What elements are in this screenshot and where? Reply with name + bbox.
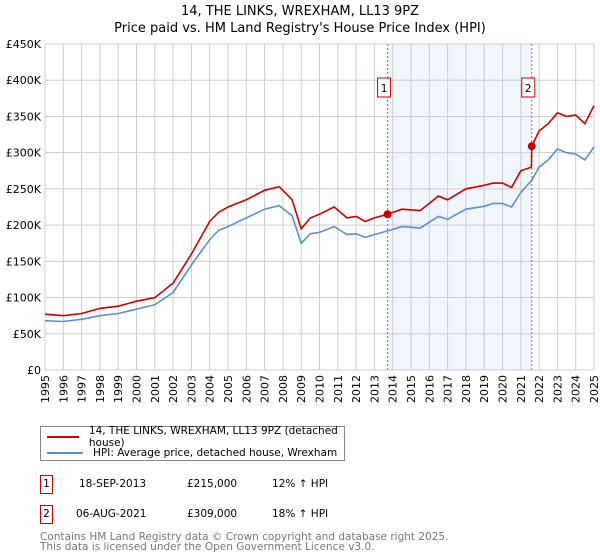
x-tick-label: 1996 bbox=[57, 375, 70, 403]
price-chart: 1995 1996 1997 1998 1999 2000 2001 2002 2003 2004… bbox=[6, 38, 600, 403]
transaction-date: 06-AUG-2021 bbox=[76, 508, 147, 520]
legend-label: 14, THE LINKS, WREXHAM, LL13 9PZ (detach… bbox=[88, 425, 338, 449]
x-tick-label: 2007 bbox=[259, 375, 272, 403]
legend-item-property: 14, THE LINKS, WREXHAM, LL13 9PZ (detach… bbox=[47, 425, 344, 449]
legend: 14, THE LINKS, WREXHAM, LL13 9PZ (detach… bbox=[40, 425, 345, 461]
x-tick-label: 2019 bbox=[478, 375, 491, 403]
y-tick-label: £300K bbox=[6, 147, 42, 160]
x-tick-label: 2008 bbox=[277, 375, 290, 403]
transaction-badge: 2 bbox=[40, 505, 53, 524]
x-tick-label: 2017 bbox=[442, 375, 455, 403]
x-tick-label: 2011 bbox=[332, 375, 345, 403]
x-tick-label: 2015 bbox=[405, 375, 418, 403]
x-tick-label: 2009 bbox=[295, 375, 308, 403]
x-tick-label: 2010 bbox=[314, 375, 327, 403]
x-tick-label: 2003 bbox=[185, 375, 198, 403]
sale-badge-label: 1 bbox=[381, 83, 388, 95]
sale-badge bbox=[521, 77, 536, 98]
transaction-price: £215,000 bbox=[187, 478, 238, 490]
x-tick-label: 2025 bbox=[588, 375, 600, 403]
transaction-hpi: 18% ↑ HPI bbox=[272, 508, 329, 520]
y-tick-label: £200K bbox=[6, 219, 42, 232]
x-tick-label: 2016 bbox=[423, 375, 436, 403]
x-tick-label: 1997 bbox=[76, 375, 89, 403]
chart-subtitle: Price paid vs. HM Land Registry's House … bbox=[114, 21, 486, 36]
x-tick-label: 1999 bbox=[112, 375, 125, 403]
x-tick-label: 2023 bbox=[551, 375, 564, 403]
x-tick-label: 1998 bbox=[94, 375, 107, 403]
x-tick-label: 2012 bbox=[350, 375, 363, 403]
legend-swatch-blue bbox=[47, 452, 83, 454]
x-tick-label: 2021 bbox=[515, 375, 528, 403]
legend-item-hpi: HPI: Average price, detached house, Wrex… bbox=[47, 446, 337, 460]
legend-swatch-red bbox=[47, 436, 79, 438]
sale-point bbox=[383, 210, 392, 219]
x-tick-label: 2020 bbox=[497, 375, 510, 403]
footer-copyright: Contains HM Land Registry data © Crown c… bbox=[40, 531, 449, 543]
x-tick-label: 2018 bbox=[460, 375, 473, 403]
x-tick-label: 2024 bbox=[570, 375, 583, 403]
y-tick-label: £150K bbox=[6, 255, 42, 268]
y-tick-label: £350K bbox=[6, 110, 42, 123]
x-tick-label: 2022 bbox=[533, 375, 546, 403]
x-tick-label: 2000 bbox=[131, 375, 144, 403]
x-tick-label: 2001 bbox=[149, 375, 162, 403]
x-tick-label: 2013 bbox=[368, 375, 381, 403]
transaction-badge: 1 bbox=[40, 475, 53, 494]
legend-label: HPI: Average price, detached house, Wrex… bbox=[93, 447, 338, 459]
y-tick-label: £250K bbox=[6, 183, 42, 196]
x-tick-label: 1995 bbox=[39, 375, 52, 403]
y-tick-label: £100K bbox=[6, 292, 42, 305]
y-tick-label: £400K bbox=[6, 74, 42, 87]
x-tick-label: 2004 bbox=[204, 375, 217, 403]
chart-title: 14, THE LINKS, WREXHAM, LL13 9PZ bbox=[180, 4, 420, 19]
transaction-hpi: 12% ↑ HPI bbox=[272, 478, 329, 490]
hpi-line bbox=[44, 146, 595, 323]
transaction-date: 18-SEP-2013 bbox=[79, 478, 147, 490]
footer-licence: This data is licensed under the Open Gov… bbox=[40, 541, 375, 553]
y-tick-label: £50K bbox=[13, 328, 42, 341]
y-tick-label: £0 bbox=[27, 364, 41, 377]
shaded-period bbox=[387, 44, 532, 370]
x-tick-label: 2014 bbox=[387, 375, 400, 403]
y-tick-label: £450K bbox=[6, 38, 42, 51]
sale-badge-label: 2 bbox=[525, 83, 532, 95]
x-tick-label: 2006 bbox=[240, 375, 253, 403]
plot-border bbox=[44, 43, 595, 371]
x-tick-label: 2005 bbox=[222, 375, 235, 403]
x-tick-label: 2002 bbox=[167, 375, 180, 403]
sale-badge bbox=[377, 77, 392, 98]
transaction-price: £309,000 bbox=[187, 508, 238, 520]
sale-point bbox=[527, 142, 536, 151]
